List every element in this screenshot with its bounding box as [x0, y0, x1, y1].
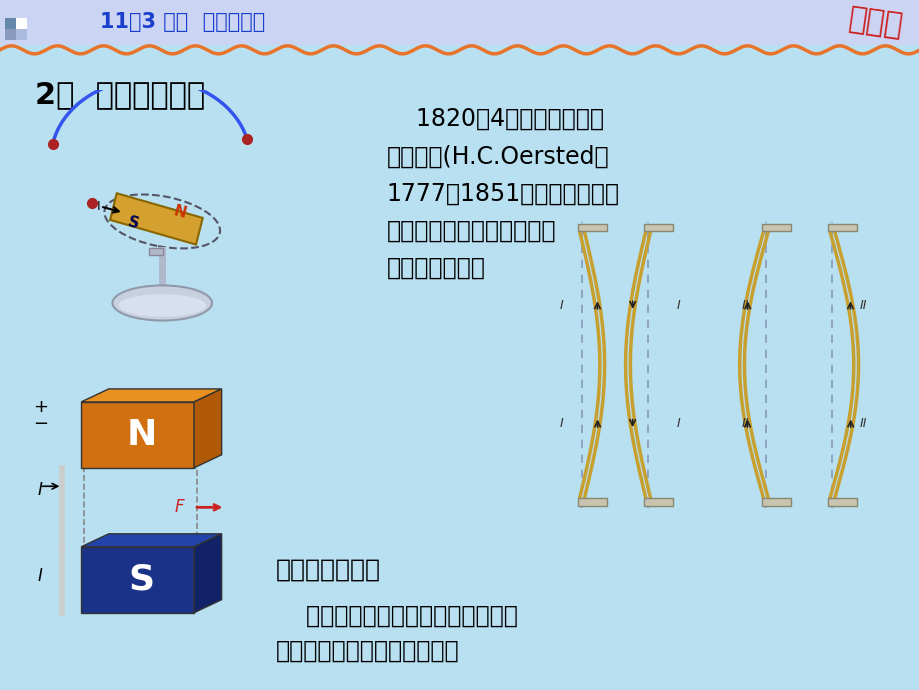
Bar [149, 248, 164, 255]
Text: I: I [676, 417, 680, 430]
Text: I: I [96, 200, 100, 213]
Bar [761, 498, 790, 506]
Bar [643, 498, 673, 506]
Ellipse shape [112, 286, 211, 321]
Ellipse shape [119, 294, 206, 317]
Polygon shape [81, 534, 221, 547]
Bar [577, 224, 607, 231]
Text: −: − [33, 415, 49, 433]
Bar [577, 498, 607, 506]
Bar [827, 224, 857, 231]
Polygon shape [81, 402, 194, 468]
Text: I: I [38, 481, 42, 499]
Polygon shape [194, 534, 221, 613]
Text: 物理学: 物理学 [845, 4, 904, 41]
Bar [16, 18, 27, 29]
Text: II: II [858, 299, 866, 312]
Text: N: N [172, 204, 187, 221]
Text: I: I [676, 299, 680, 312]
Text: I: I [559, 417, 562, 430]
Bar [761, 224, 790, 231]
Polygon shape [81, 547, 194, 613]
Text: 2．  电流的磁效应: 2． 电流的磁效应 [35, 80, 205, 109]
Bar [16, 29, 27, 40]
Text: II: II [741, 417, 748, 430]
Text: F: F [174, 498, 184, 516]
Bar [5, 29, 16, 40]
Text: II: II [741, 299, 748, 312]
Text: 1820年4月，丹麦物理学
家奥斯特(H.C.Oersted，
1777－1851）发现了小磁针
在通电导线周围受到磁力作
用而发生偏转。: 1820年4月，丹麦物理学 家奥斯特(H.C.Oersted， 1777－185… [386, 107, 618, 280]
Bar [827, 498, 857, 506]
Bar [5, 18, 16, 29]
Text: II: II [858, 417, 866, 430]
Text: I: I [559, 299, 562, 312]
Text: S: S [128, 563, 154, 597]
Text: 11．3 磁场  磁感应强度: 11．3 磁场 磁感应强度 [100, 12, 265, 32]
Text: N: N [126, 418, 156, 452]
Text: I: I [38, 567, 42, 585]
Polygon shape [194, 389, 221, 468]
Text: S: S [126, 214, 140, 231]
Polygon shape [110, 193, 202, 244]
Polygon shape [81, 389, 221, 402]
Bar [643, 224, 673, 231]
Bar [0, 0, 919, 45]
Text: 磁铁对载流导线、载流导线之间或
载流线圈之间也有相互作用。: 磁铁对载流导线、载流导线之间或 载流线圈之间也有相互作用。 [276, 604, 517, 663]
Text: 安培实验发现：: 安培实验发现： [276, 558, 380, 581]
Text: +: + [33, 398, 49, 416]
